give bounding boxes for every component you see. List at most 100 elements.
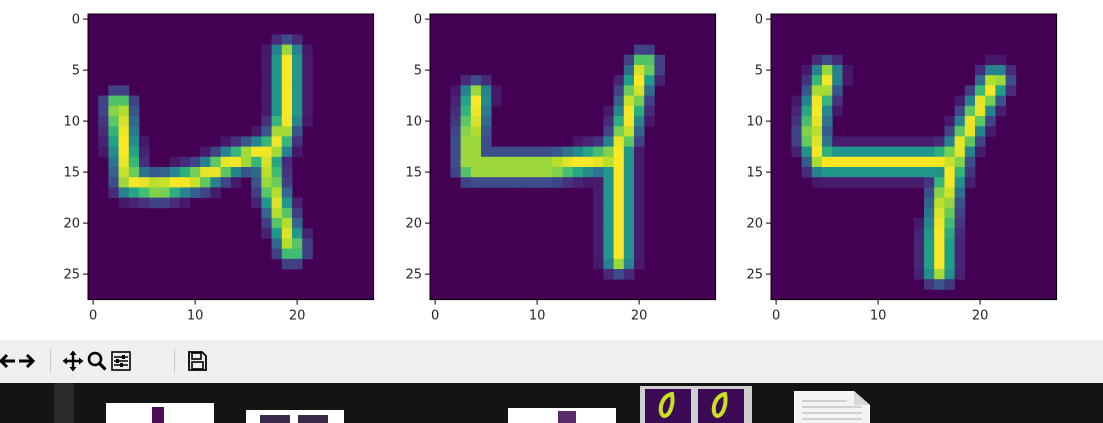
image-pixel xyxy=(644,85,655,96)
image-pixel xyxy=(98,126,109,137)
image-pixel xyxy=(200,146,211,158)
image-pixel xyxy=(562,156,574,168)
image-pixel xyxy=(108,136,119,147)
image-pixel xyxy=(985,95,996,107)
image-pixel xyxy=(924,197,935,209)
image-pixel xyxy=(822,126,833,137)
image-pixel xyxy=(261,65,272,76)
image-pixel xyxy=(511,146,523,158)
image-pixel xyxy=(149,167,160,178)
image-pixel xyxy=(139,197,150,209)
image-pixel xyxy=(281,238,293,249)
image-pixel xyxy=(491,156,502,168)
image-pixel xyxy=(954,105,966,117)
image-pixel xyxy=(139,146,150,158)
image-pixel xyxy=(118,116,130,127)
zoom-button[interactable] xyxy=(84,348,110,374)
image-pixel xyxy=(934,238,945,249)
image-pixel xyxy=(302,105,313,117)
image-pixel xyxy=(450,156,461,168)
image-pixel xyxy=(98,136,109,147)
window-thumbnail[interactable] xyxy=(246,410,344,423)
image-pixel xyxy=(271,34,283,45)
image-pixel xyxy=(230,177,242,188)
image-pixel xyxy=(302,248,313,260)
image-pixel xyxy=(169,177,181,188)
image-pixel xyxy=(108,85,119,96)
image-pixel xyxy=(593,258,604,270)
image-pixel xyxy=(470,75,482,86)
image-pixel xyxy=(159,187,170,198)
image-pixel xyxy=(975,75,986,86)
image-pixel xyxy=(634,146,645,158)
image-pixel xyxy=(251,177,262,188)
image-pixel xyxy=(118,197,130,209)
image-pixel xyxy=(832,177,843,188)
image-pixel xyxy=(634,116,645,127)
image-pixel xyxy=(271,146,283,158)
figure-thumbnail[interactable] xyxy=(640,386,752,423)
y-tick-label: 25 xyxy=(746,268,763,283)
y-tick-label: 10 xyxy=(63,115,80,130)
arrow-left-icon xyxy=(0,353,15,369)
image-pixel xyxy=(924,258,935,270)
image-pixel xyxy=(873,167,884,178)
image-pixel xyxy=(261,167,272,178)
save-button[interactable] xyxy=(184,348,210,374)
forward-button[interactable] xyxy=(14,348,40,374)
image-pixel xyxy=(613,85,625,96)
image-pixel xyxy=(862,156,874,168)
image-pixel xyxy=(623,95,635,107)
image-pixel xyxy=(261,116,272,127)
image-pixel xyxy=(139,156,150,168)
image-pixel xyxy=(842,167,853,178)
image-pixel xyxy=(118,156,130,168)
image-pixel xyxy=(271,167,283,178)
image-pixel xyxy=(801,105,813,117)
image-pixel xyxy=(934,279,945,290)
image-pixel xyxy=(975,105,986,117)
image-pixel xyxy=(944,269,955,280)
image-pixel xyxy=(634,136,645,147)
arrow-right-icon xyxy=(19,353,36,369)
thumbnail-image xyxy=(260,415,290,423)
window-thumbnail[interactable] xyxy=(106,403,214,423)
image-pixel xyxy=(883,177,894,188)
image-pixel xyxy=(975,85,986,96)
y-tick-label: 0 xyxy=(414,13,422,28)
axes-frame xyxy=(87,13,375,301)
image-pixel xyxy=(954,177,966,188)
image-pixel xyxy=(470,105,482,117)
image-pixel xyxy=(811,85,823,96)
image-pixel xyxy=(593,136,604,147)
thumbnail-image xyxy=(298,415,328,423)
image-pixel xyxy=(200,156,211,168)
image-pixel xyxy=(644,75,655,86)
image-pixels xyxy=(98,34,313,270)
image-pixel xyxy=(603,146,614,158)
y-tick-label: 15 xyxy=(405,166,422,181)
pan-button[interactable] xyxy=(60,348,86,374)
image-pixel xyxy=(603,156,614,168)
image-pixel xyxy=(811,146,823,158)
image-pixel xyxy=(220,146,232,158)
image-pixel xyxy=(954,228,966,239)
image-pixel xyxy=(179,177,191,188)
image-pixel xyxy=(964,95,976,107)
image-pixel xyxy=(954,95,966,107)
image-pixel xyxy=(832,156,843,168)
image-pixel xyxy=(832,167,843,178)
back-button[interactable] xyxy=(0,348,20,374)
image-pixel xyxy=(292,207,303,219)
image-pixel xyxy=(623,167,635,178)
image-pixel xyxy=(954,258,966,270)
window-thumbnail[interactable] xyxy=(508,408,616,423)
image-pixel xyxy=(521,146,533,158)
image-pixel xyxy=(811,126,823,137)
configure-subplots-button[interactable] xyxy=(108,348,134,374)
image-pixel xyxy=(954,207,966,219)
document-icon[interactable] xyxy=(792,389,872,423)
x-tick-label: 10 xyxy=(870,309,887,324)
image-pixel xyxy=(934,156,945,168)
image-pixel xyxy=(281,34,293,45)
